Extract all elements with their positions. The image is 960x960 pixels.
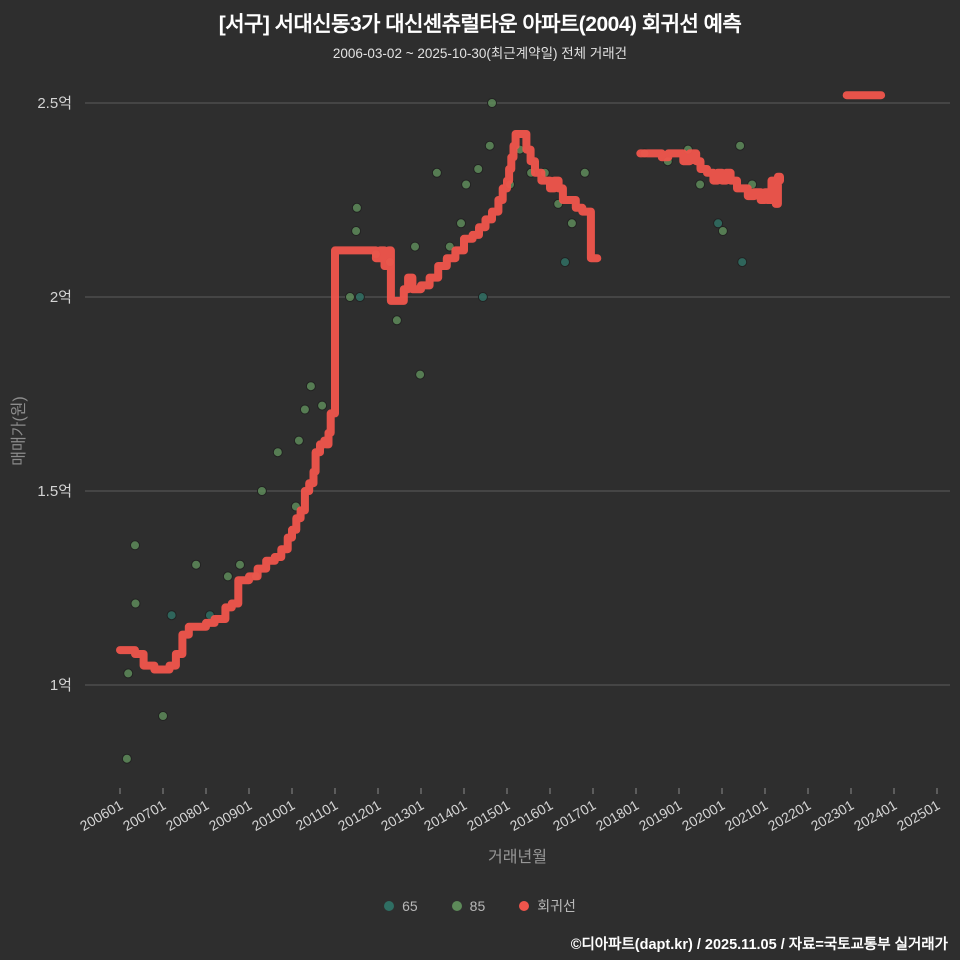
legend-item-regression: 회귀선 — [519, 896, 576, 916]
legend: 65 85 회귀선 — [0, 896, 960, 916]
x-axis-tick-label: 201001 — [249, 797, 298, 834]
y-axis-tick-label: 1억 — [50, 677, 72, 694]
legend-label-65: 65 — [402, 898, 418, 914]
scatter-point-85 — [410, 241, 420, 252]
x-axis-tick-label: 201201 — [335, 797, 384, 834]
x-axis-tick-label: 201901 — [636, 797, 685, 834]
scatter-point-85 — [345, 292, 355, 302]
legend-item-65: 65 — [384, 898, 418, 914]
y-axis-tick-label: 1.5억 — [37, 483, 72, 500]
x-axis-tick-label: 201301 — [378, 797, 427, 834]
x-axis-tick-label: 201501 — [464, 797, 513, 834]
x-axis-tick-label: 202101 — [722, 797, 771, 834]
scatter-point-85 — [415, 369, 426, 380]
x-axis-tick-label: 202301 — [808, 797, 857, 834]
price-chart: 2.5억 2억 1.5억 1억 2006012007012008012009012010… — [37, 91, 950, 834]
regression-line-segment — [636, 149, 784, 208]
scatter-point-85 — [456, 218, 466, 229]
x-axis-tick-label: 202401 — [851, 797, 900, 834]
x-axis-tick-label: 201801 — [593, 797, 642, 834]
scatter-point-65 — [560, 257, 570, 268]
scatter-point-85 — [579, 167, 590, 178]
scatter-point-85 — [235, 559, 245, 570]
page-title: [서구] 서대신동3가 대신센츄럴타운 아파트(2004) 회귀선 예측 — [218, 13, 742, 36]
scatter-point-85 — [299, 404, 310, 415]
x-axis-tick-label: 201101 — [293, 797, 341, 834]
scatter-point-85 — [717, 226, 728, 236]
scatter-point-85 — [484, 140, 495, 151]
scatter-point-85 — [317, 400, 328, 411]
x-axis-tick-label: 201401 — [421, 797, 470, 834]
scatter-point-65 — [737, 257, 748, 268]
legend-marker-85-icon — [451, 901, 462, 911]
scatter-point-85 — [123, 668, 134, 679]
scatter-point-85 — [293, 435, 304, 446]
scatter-point-85 — [121, 753, 132, 764]
scatter-point-85 — [222, 571, 233, 582]
scatter-point-85 — [351, 202, 362, 213]
x-axis-tick-label: 200901 — [206, 797, 255, 834]
scatter-point-65 — [477, 292, 488, 302]
scatter-point-85 — [566, 218, 577, 229]
x-axis-tick-label: 202501 — [894, 797, 943, 834]
scatter-point-65 — [713, 218, 724, 229]
x-axis-tick-label: 201701 — [550, 797, 599, 834]
y-axis-tick-label: 2.5억 — [37, 95, 72, 112]
x-axis-tick-label: 202201 — [765, 797, 814, 834]
scatter-point-85 — [130, 598, 141, 609]
scatter-point-85 — [191, 559, 202, 570]
y-axis-tick-label: 2억 — [50, 289, 72, 306]
scatter-point-85 — [695, 179, 706, 190]
scatter-point-85 — [272, 447, 283, 458]
x-axis-tick-label: 202001 — [679, 797, 728, 834]
legend-marker-regression-icon — [519, 901, 530, 911]
scatter-point-85 — [391, 315, 402, 326]
scatter-point-85 — [158, 711, 168, 721]
x-axis-title: 거래년월 — [488, 849, 547, 866]
scatter-point-65 — [166, 610, 177, 621]
x-axis-tick-label: 200701 — [120, 797, 169, 834]
scatter-point-85 — [431, 167, 442, 178]
footer-credit: ©디아파트(dapt.kr) / 2025.11.05 / 자료=국토교통부 실… — [570, 937, 948, 953]
x-axis-tick-label: 201601 — [507, 797, 556, 834]
scatter-point-85 — [351, 226, 362, 236]
scatter-point-85 — [473, 164, 484, 174]
x-axis-tick-label: 200601 — [77, 797, 126, 834]
y-axis-title: 매매가(원) — [11, 396, 28, 466]
scatter-point-65 — [354, 292, 365, 302]
legend-marker-65-icon — [384, 901, 395, 911]
scatter-point-85 — [130, 540, 140, 551]
legend-label-85: 85 — [469, 898, 486, 914]
scatter-point-85 — [487, 98, 497, 108]
scatter-point-85 — [735, 140, 746, 151]
legend-label-regression: 회귀선 — [537, 898, 576, 914]
legend-item-85: 85 — [451, 898, 486, 914]
scatter-point-85 — [305, 381, 316, 392]
page-subtitle: 2006-03-02 ~ 2025-10-30(최근계약일) 전체 거래건 — [332, 46, 628, 61]
x-axis-tick-label: 200801 — [163, 797, 212, 834]
scatter-point-85 — [461, 179, 472, 190]
regression-line-segment — [116, 130, 602, 674]
scatter-point-85 — [256, 486, 267, 496]
